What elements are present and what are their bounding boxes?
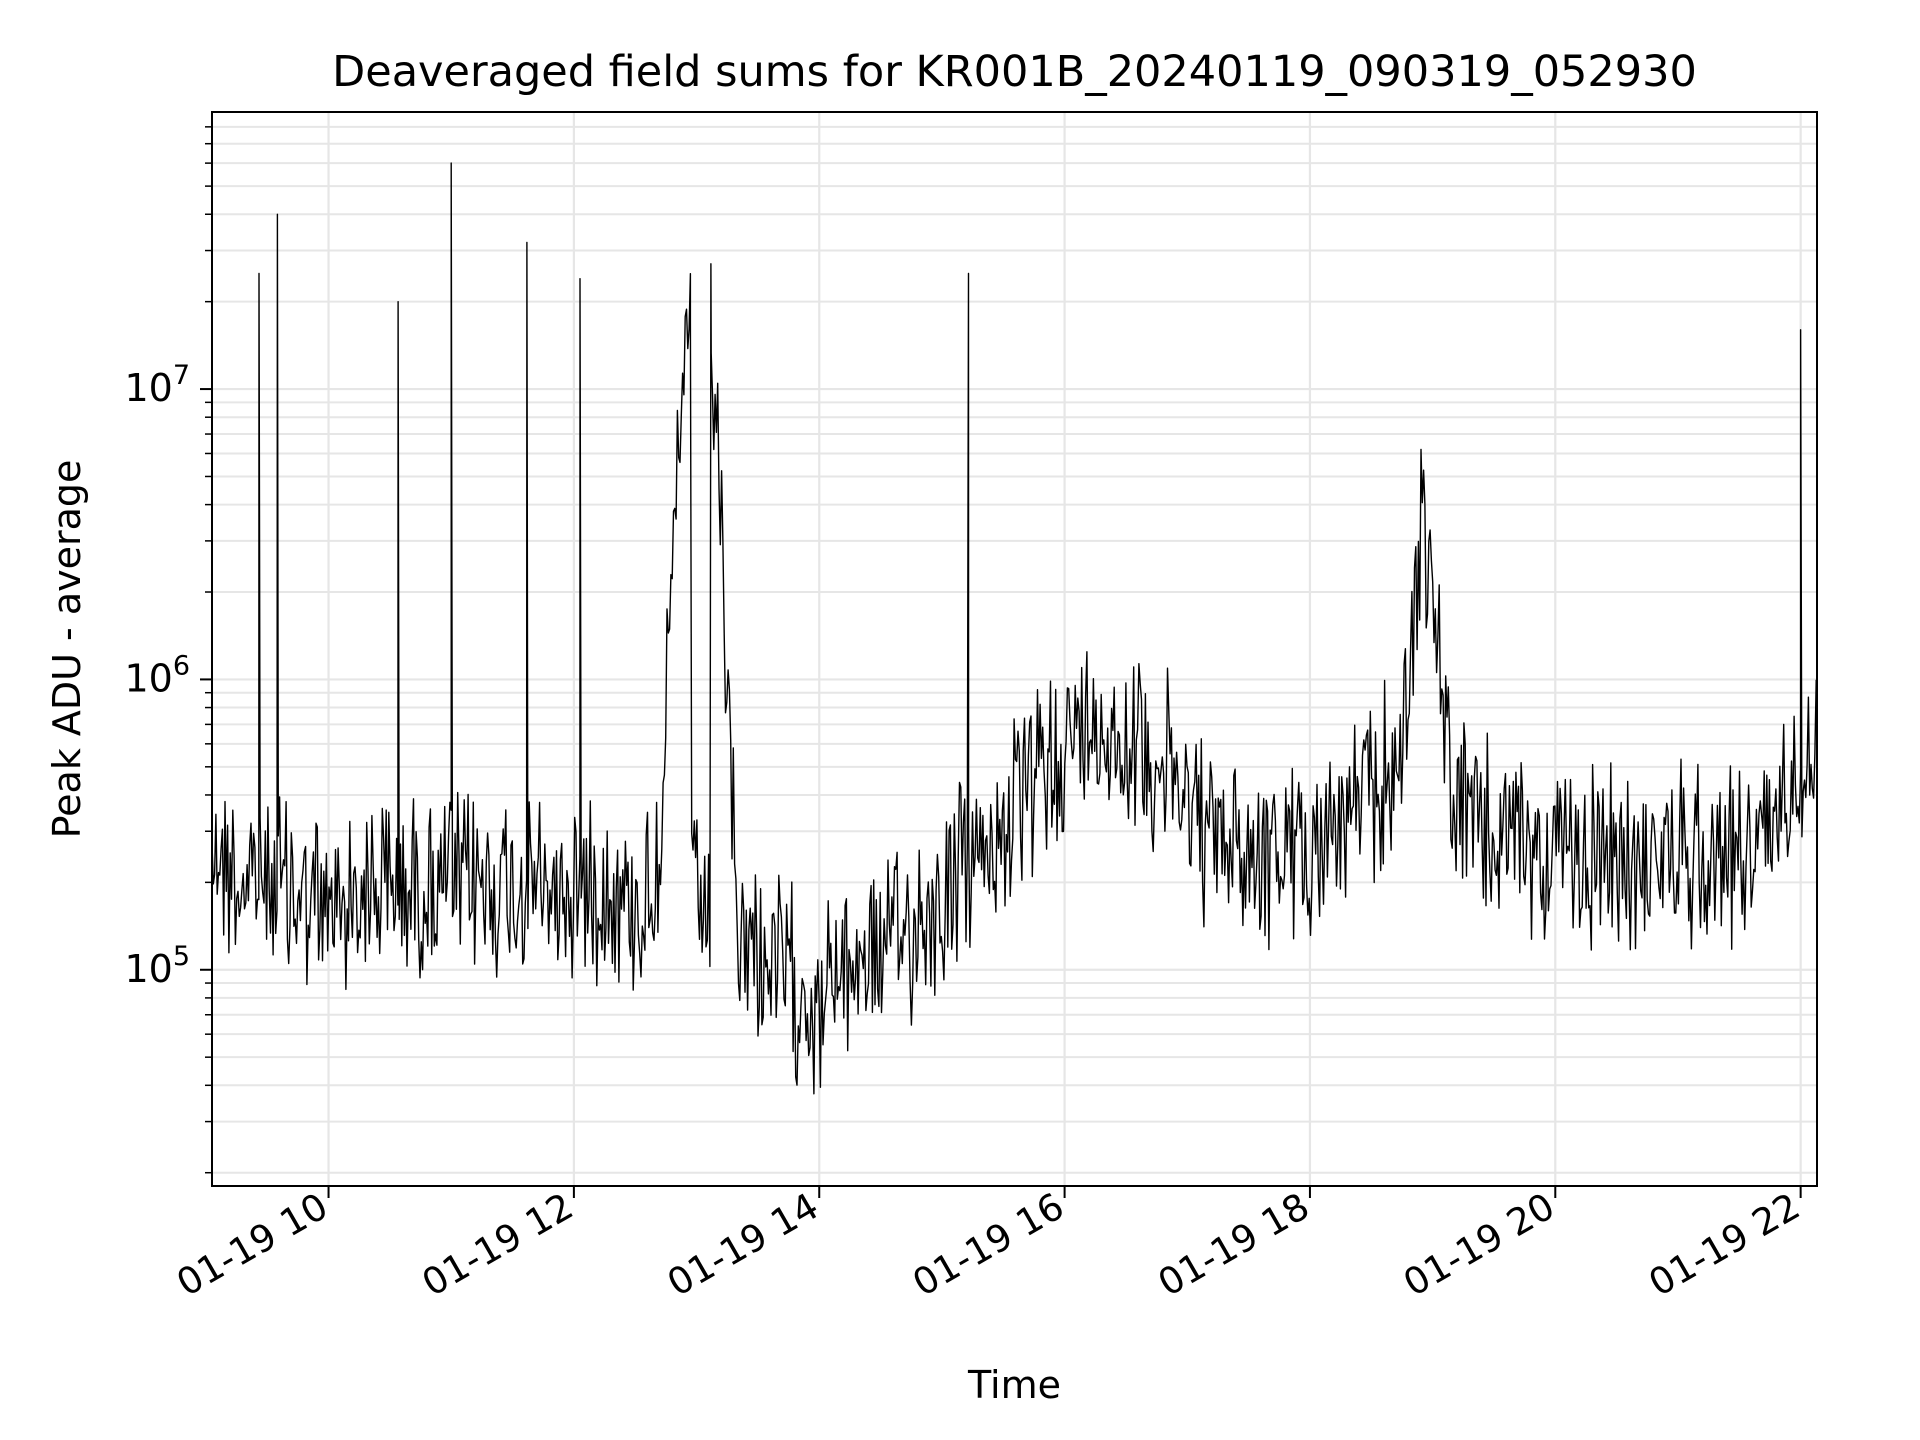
y-tick-label: 105 — [124, 941, 190, 991]
x-axis-label: Time — [967, 1363, 1061, 1407]
y-tick-label: 107 — [124, 360, 190, 410]
grid — [212, 112, 1817, 1186]
plot-frame — [211, 111, 1818, 1187]
y-tick-label: 106 — [124, 650, 190, 700]
series-line — [211, 162, 1817, 1095]
series-layer — [211, 162, 1817, 1095]
y-axis-label: Peak ADU - average — [45, 460, 89, 839]
chart-title: Deaveraged field sums for KR001B_2024011… — [332, 47, 1697, 97]
